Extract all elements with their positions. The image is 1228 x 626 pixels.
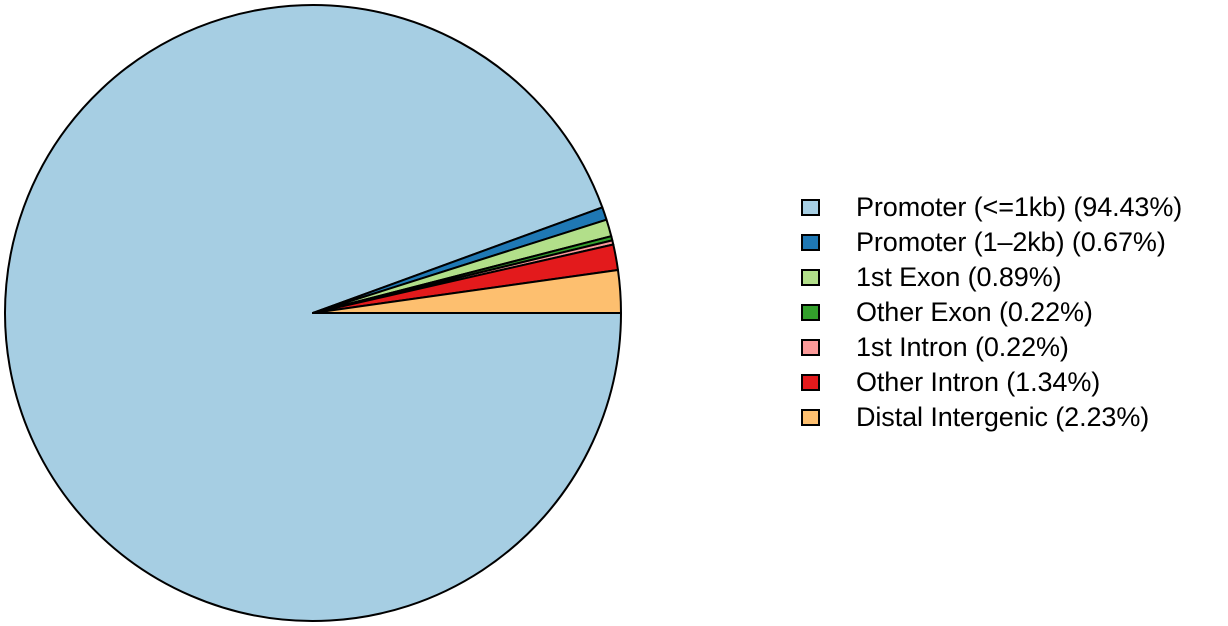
- legend-label-first-exon: 1st Exon (0.89%): [856, 262, 1062, 292]
- legend-label-first-intron: 1st Intron (0.22%): [856, 332, 1069, 362]
- pie-slices-group: [4, 4, 622, 622]
- pie-chart-plot-area: [4, 4, 622, 622]
- legend-item-distal-intergenic[interactable]: Distal Intergenic (2.23%): [801, 400, 1228, 435]
- legend-swatch-other-intron: [801, 374, 820, 391]
- legend-swatch-promoter-1kb: [801, 199, 820, 216]
- legend-swatch-distal-intergenic: [801, 409, 820, 426]
- legend-item-promoter-1kb[interactable]: Promoter (<=1kb) (94.43%): [801, 190, 1228, 225]
- legend-item-other-exon[interactable]: Other Exon (0.22%): [801, 295, 1228, 330]
- legend-item-first-intron[interactable]: 1st Intron (0.22%): [801, 330, 1228, 365]
- chart-legend: Promoter (<=1kb) (94.43%) Promoter (1–2kb…: [801, 190, 1228, 435]
- legend-swatch-first-intron: [801, 339, 820, 356]
- legend-item-promoter-1-2kb[interactable]: Promoter (1–2kb) (0.67%): [801, 225, 1228, 260]
- legend-item-other-intron[interactable]: Other Intron (1.34%): [801, 365, 1228, 400]
- legend-swatch-other-exon: [801, 304, 820, 321]
- legend-label-promoter-1kb: Promoter (<=1kb) (94.43%): [856, 192, 1183, 222]
- legend-item-first-exon[interactable]: 1st Exon (0.89%): [801, 260, 1228, 295]
- legend-swatch-promoter-1-2kb: [801, 234, 820, 251]
- legend-label-other-exon: Other Exon (0.22%): [856, 297, 1093, 327]
- pie-slice-distal-intergenic[interactable]: [312, 268, 622, 314]
- legend-label-promoter-1-2kb: Promoter (1–2kb) (0.67%): [856, 227, 1166, 257]
- legend-label-distal-intergenic: Distal Intergenic (2.23%): [856, 402, 1150, 432]
- legend-label-other-intron: Other Intron (1.34%): [856, 367, 1101, 397]
- pie-chart-svg: [4, 4, 622, 622]
- legend-swatch-first-exon: [801, 269, 820, 286]
